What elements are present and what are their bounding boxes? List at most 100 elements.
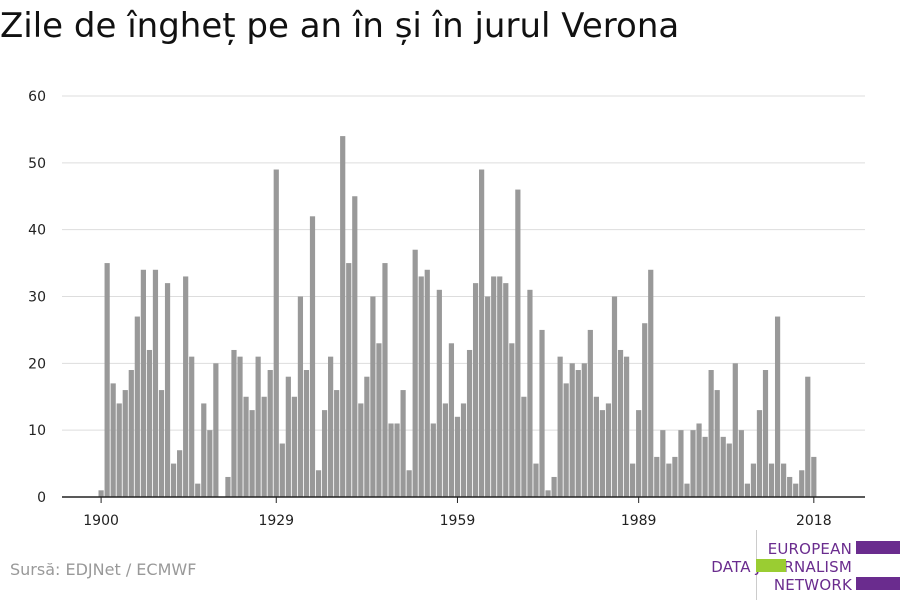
bar-2018 <box>811 456 817 497</box>
bar-2016 <box>799 470 805 497</box>
bar-1951 <box>406 470 412 497</box>
bar-2001 <box>708 370 714 497</box>
logo-line-network: NETWORK <box>773 576 852 594</box>
bar-1993 <box>660 430 666 497</box>
bar-1906 <box>134 316 140 497</box>
bar-1998 <box>690 430 696 497</box>
bar-2006 <box>738 430 744 497</box>
bar-1976 <box>557 356 563 497</box>
y-tick-label: 20 <box>28 356 46 372</box>
bar-1957 <box>442 403 448 497</box>
bar-2007 <box>744 483 750 497</box>
y-axis-ticks: 0 10 20 30 40 50 60 <box>28 89 46 506</box>
bar-1913 <box>177 450 183 497</box>
bar-1931 <box>285 376 291 497</box>
bar-1952 <box>412 249 418 497</box>
bar-1968 <box>509 343 515 497</box>
bar-1908 <box>146 349 153 497</box>
bar-1956 <box>436 289 442 497</box>
bar-2015 <box>793 483 799 497</box>
bar-1963 <box>479 169 485 497</box>
bar-1921 <box>225 476 231 497</box>
bar-1987 <box>623 356 630 497</box>
bar-1911 <box>164 283 171 497</box>
bar-1978 <box>569 363 575 497</box>
bar-1955 <box>430 423 436 497</box>
logo-bar-purple-bottom <box>856 577 900 590</box>
x-tick-label: 2018 <box>796 513 832 529</box>
grid-lines <box>62 95 865 431</box>
bar-1932 <box>291 396 297 497</box>
bar-1946 <box>376 343 382 497</box>
bar-1918 <box>207 430 213 497</box>
bar-1917 <box>201 403 207 497</box>
bar-1912 <box>170 463 177 497</box>
bar-1915 <box>189 356 195 497</box>
bar-1974 <box>545 490 551 497</box>
bar-1962 <box>472 283 479 497</box>
bar-1938 <box>328 356 334 497</box>
bar-1982 <box>593 396 599 497</box>
bar-2000 <box>702 436 708 497</box>
bar-1950 <box>400 390 406 497</box>
bar-1936 <box>315 470 322 497</box>
bar-1959 <box>454 416 461 497</box>
y-tick-label: 40 <box>28 223 46 239</box>
bar-1989 <box>636 410 642 497</box>
bar-1967 <box>503 283 509 497</box>
y-tick-label: 60 <box>28 89 46 105</box>
bar-1933 <box>297 296 304 497</box>
bar-2014 <box>787 476 793 497</box>
bar-1948 <box>388 423 394 497</box>
x-tick-label: 1929 <box>258 513 294 529</box>
bar-2002 <box>714 390 720 497</box>
chart-title: Zile de îngheț pe an în și în jurul Vero… <box>0 6 680 46</box>
bars <box>98 136 817 498</box>
bar-1970 <box>521 396 527 497</box>
bar-1907 <box>140 269 146 497</box>
y-tick-label: 30 <box>28 290 46 306</box>
x-tick-label: 1900 <box>83 513 119 529</box>
bar-1903 <box>116 403 122 497</box>
bar-1994 <box>666 463 672 497</box>
y-tick-label: 0 <box>37 490 46 506</box>
bar-1958 <box>448 343 455 497</box>
bar-1916 <box>195 483 201 497</box>
bar-1943 <box>358 403 364 497</box>
bar-1923 <box>237 356 243 497</box>
bar-1914 <box>183 276 189 497</box>
bar-1928 <box>267 370 273 497</box>
logo-line-european: EUROPEAN <box>767 540 852 558</box>
bar-1945 <box>370 296 376 497</box>
bar-2012 <box>774 316 781 497</box>
bar-1964 <box>485 296 491 497</box>
bar-1900 <box>98 490 104 497</box>
bar-1983 <box>599 410 606 497</box>
x-axis-ticks: 1900 1929 1959 1989 2018 <box>83 497 832 529</box>
bar-2008 <box>750 463 757 497</box>
bar-1919 <box>213 363 219 497</box>
bar-2011 <box>768 463 775 497</box>
bar-1996 <box>678 430 684 497</box>
bar-1961 <box>466 349 473 497</box>
bar-1999 <box>696 423 702 497</box>
bar-1969 <box>515 189 521 497</box>
bar-1975 <box>551 476 557 497</box>
bar-1986 <box>617 349 624 497</box>
bar-1939 <box>334 390 340 497</box>
bar-1901 <box>104 263 110 497</box>
bar-1997 <box>684 483 690 497</box>
y-tick-label: 10 <box>28 423 46 439</box>
bar-1944 <box>364 376 370 497</box>
bar-2003 <box>720 436 726 497</box>
bar-1972 <box>533 463 539 497</box>
bar-1927 <box>261 396 267 497</box>
bar-1995 <box>672 456 678 497</box>
x-tick-label: 1959 <box>440 513 476 529</box>
bar-1980 <box>581 363 587 497</box>
y-tick-label: 50 <box>28 156 46 172</box>
bar-1988 <box>630 463 636 497</box>
bar-1941 <box>346 263 352 497</box>
bar-1991 <box>648 269 654 497</box>
